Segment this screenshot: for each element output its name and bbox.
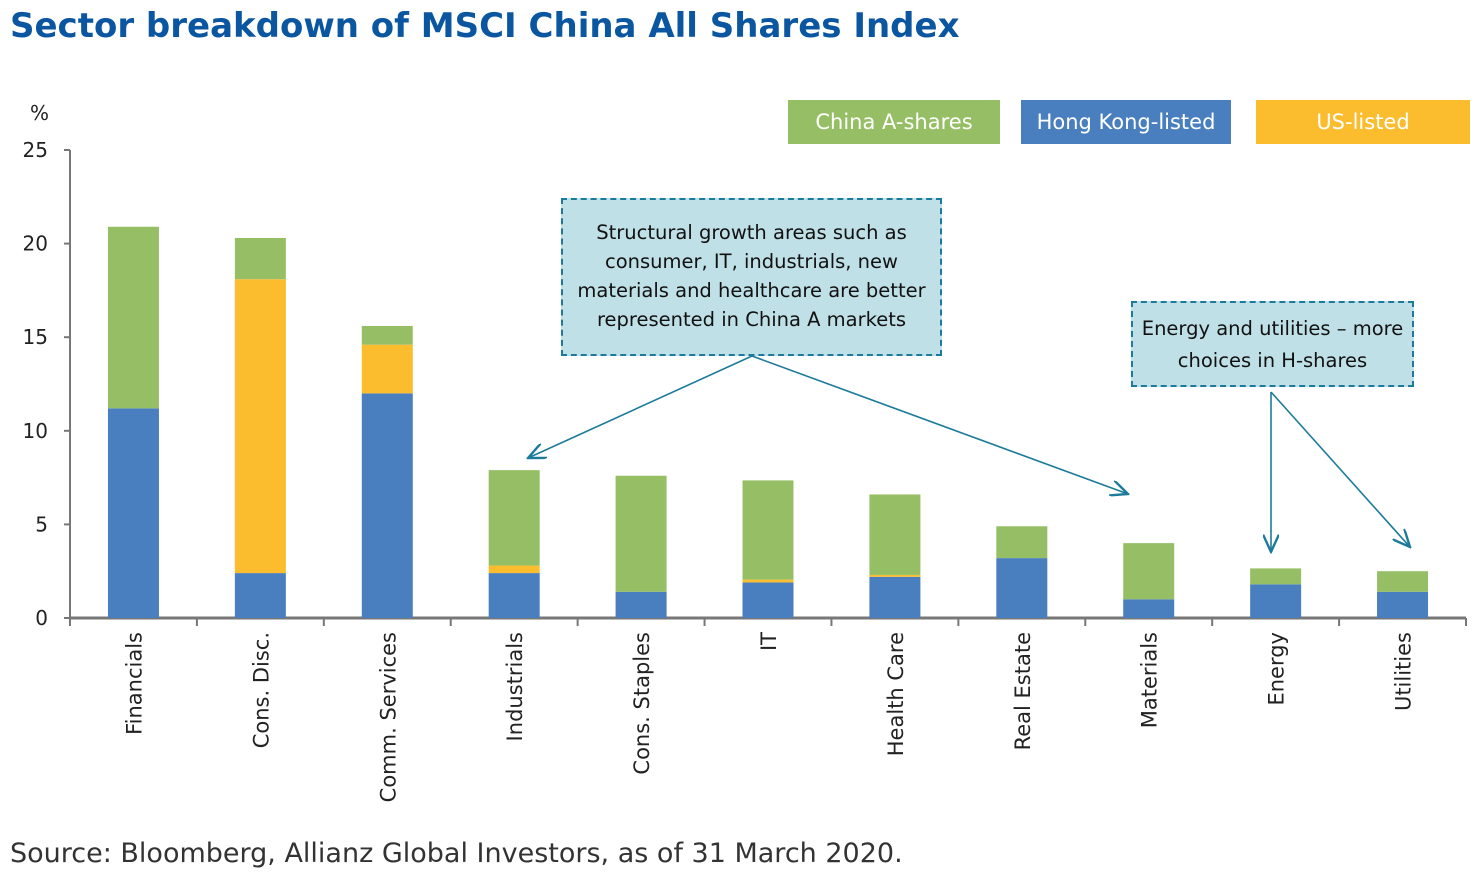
bar-china-a-shares: [234, 237, 286, 280]
y-tick-label: 5: [35, 512, 48, 536]
bar-us-listed: [488, 565, 540, 574]
bar-hong-kong-listed: [1123, 599, 1175, 618]
y-tick-label: 15: [23, 325, 48, 349]
bar-china-a-shares: [1377, 571, 1429, 592]
bar-hong-kong-listed: [107, 408, 159, 618]
bar-hong-kong-listed: [1377, 591, 1429, 618]
bar-us-listed: [361, 344, 413, 394]
x-tick-label: Industrials: [503, 632, 527, 741]
bar-hong-kong-listed: [361, 393, 413, 618]
bar-china-a-shares: [1250, 568, 1302, 585]
bar-hong-kong-listed: [1250, 584, 1302, 618]
bar-hong-kong-listed: [869, 576, 921, 618]
annotation-arrow: [751, 355, 1128, 494]
bar-china-a-shares: [488, 470, 540, 566]
bar-hong-kong-listed: [996, 558, 1048, 618]
bar-china-a-shares: [361, 325, 413, 345]
bar-hong-kong-listed: [742, 582, 794, 618]
x-tick-label: Comm. Services: [376, 632, 400, 802]
bar-china-a-shares: [107, 226, 159, 409]
y-tick-label: 20: [23, 232, 48, 256]
y-tick-label: 25: [23, 138, 48, 162]
bar-hong-kong-listed: [615, 591, 667, 618]
x-tick-label: IT: [757, 632, 781, 651]
legend-us-listed: US-listed: [1256, 100, 1470, 144]
x-tick-label: Health Care: [884, 632, 908, 756]
x-tick-label: Utilities: [1392, 632, 1416, 711]
bar-china-a-shares: [996, 526, 1048, 559]
bar-china-a-shares: [742, 480, 794, 580]
bar-us-listed: [234, 279, 286, 574]
source-note: Source: Bloomberg, Allianz Global Invest…: [10, 838, 903, 869]
annotation-arrow: [1270, 391, 1410, 547]
x-tick-label: Cons. Disc.: [249, 632, 273, 748]
legend-china-a-shares: China A-shares: [788, 100, 1000, 144]
bar-china-a-shares: [1123, 543, 1175, 600]
legend-hong-kong-listed: Hong Kong-listed: [1021, 100, 1231, 144]
bar-hong-kong-listed: [488, 573, 540, 618]
bar-us-listed: [869, 574, 921, 577]
annotation-arrow: [528, 355, 753, 458]
annotation-structural-growth: Structural growth areas such as consumer…: [561, 198, 942, 356]
bar-china-a-shares: [615, 475, 667, 592]
x-tick-label: Financials: [122, 632, 146, 735]
chart-title: Sector breakdown of MSCI China All Share…: [10, 6, 960, 46]
annotation-energy-utilities: Energy and utilities – more choices in H…: [1131, 301, 1414, 387]
bar-us-listed: [742, 579, 794, 583]
y-tick-label: 10: [23, 419, 48, 443]
x-tick-label: Cons. Staples: [630, 632, 654, 775]
x-tick-label: Real Estate: [1011, 632, 1035, 750]
bar-china-a-shares: [869, 494, 921, 575]
y-axis-label: %: [30, 101, 49, 125]
bar-hong-kong-listed: [234, 573, 286, 618]
x-tick-label: Materials: [1138, 632, 1162, 728]
x-tick-label: Energy: [1265, 632, 1289, 706]
y-tick-label: 0: [35, 606, 48, 630]
